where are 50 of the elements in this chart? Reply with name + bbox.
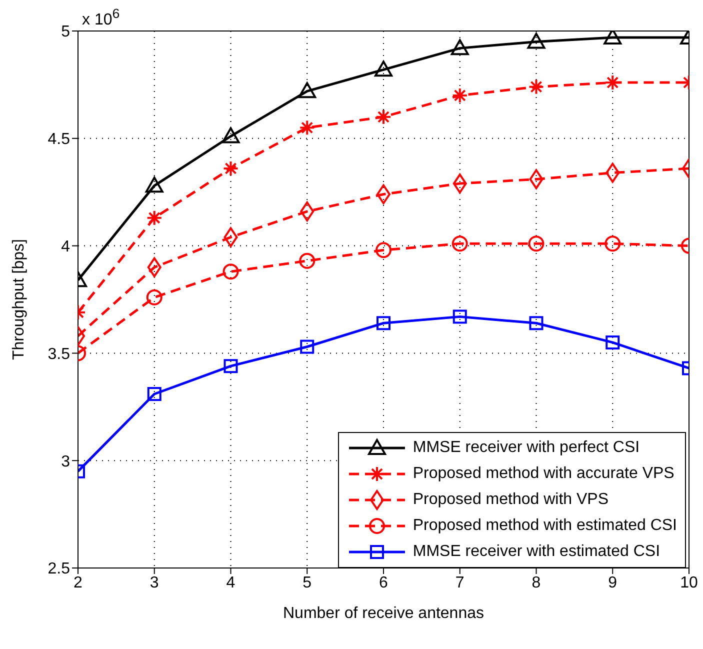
point (146, 289, 162, 306)
point (604, 236, 621, 252)
x-axis-title: Number of receive antennas (283, 605, 484, 622)
point (604, 31, 622, 44)
y-tick-label: 5 (61, 24, 70, 41)
point (606, 335, 620, 350)
point (222, 264, 239, 280)
point (529, 316, 544, 330)
point (300, 340, 314, 354)
y-tick-label: 3 (61, 453, 70, 470)
point (222, 127, 240, 144)
legend-label: Proposed method with VPS (412, 491, 609, 509)
y-tick-label: 3.5 (48, 346, 70, 363)
legend-label: MMSE receiver with perfect CSI (412, 439, 640, 457)
point (529, 169, 544, 190)
point (224, 227, 238, 248)
x-tick-label: 3 (150, 574, 159, 592)
point (145, 176, 164, 193)
point (298, 82, 316, 98)
point (450, 39, 469, 56)
legend-label: MMSE receiver with estimated CSI (412, 543, 660, 561)
x-tick-label: 6 (379, 574, 388, 592)
point (300, 201, 314, 222)
x-tick-label: 8 (532, 574, 541, 592)
x-tick-label: 2 (74, 574, 83, 592)
point (299, 252, 316, 269)
x-tick-label: 5 (302, 574, 312, 592)
point (452, 174, 467, 194)
point (452, 236, 468, 252)
y-tick-label: 2.5 (48, 560, 70, 578)
point (606, 162, 620, 183)
point (224, 359, 238, 374)
point (147, 387, 162, 402)
x-tick-label: 10 (680, 574, 698, 592)
point (527, 32, 546, 49)
x-tick-label: 4 (226, 574, 236, 592)
point (147, 257, 162, 278)
text: x 10$^{6}$ (82, 6, 120, 30)
point (452, 310, 467, 324)
point (374, 60, 392, 77)
x-tick-label: 7 (455, 574, 464, 592)
legend-label: Proposed method with accurate VPS (412, 465, 674, 483)
y-axis-title: Throughput [bps] (10, 239, 28, 360)
y-tick-label: 4 (61, 238, 70, 256)
x-tick-label: 9 (608, 574, 618, 592)
legend-label: Proposed method with estimated CSI (412, 517, 677, 535)
point (528, 236, 544, 252)
point (376, 242, 392, 258)
point (376, 316, 390, 330)
y-tick-label: 4.5 (48, 131, 70, 148)
